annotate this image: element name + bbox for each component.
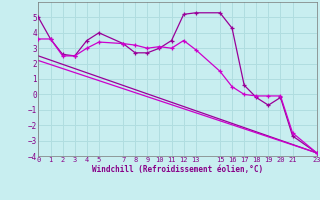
X-axis label: Windchill (Refroidissement éolien,°C): Windchill (Refroidissement éolien,°C) <box>92 165 263 174</box>
